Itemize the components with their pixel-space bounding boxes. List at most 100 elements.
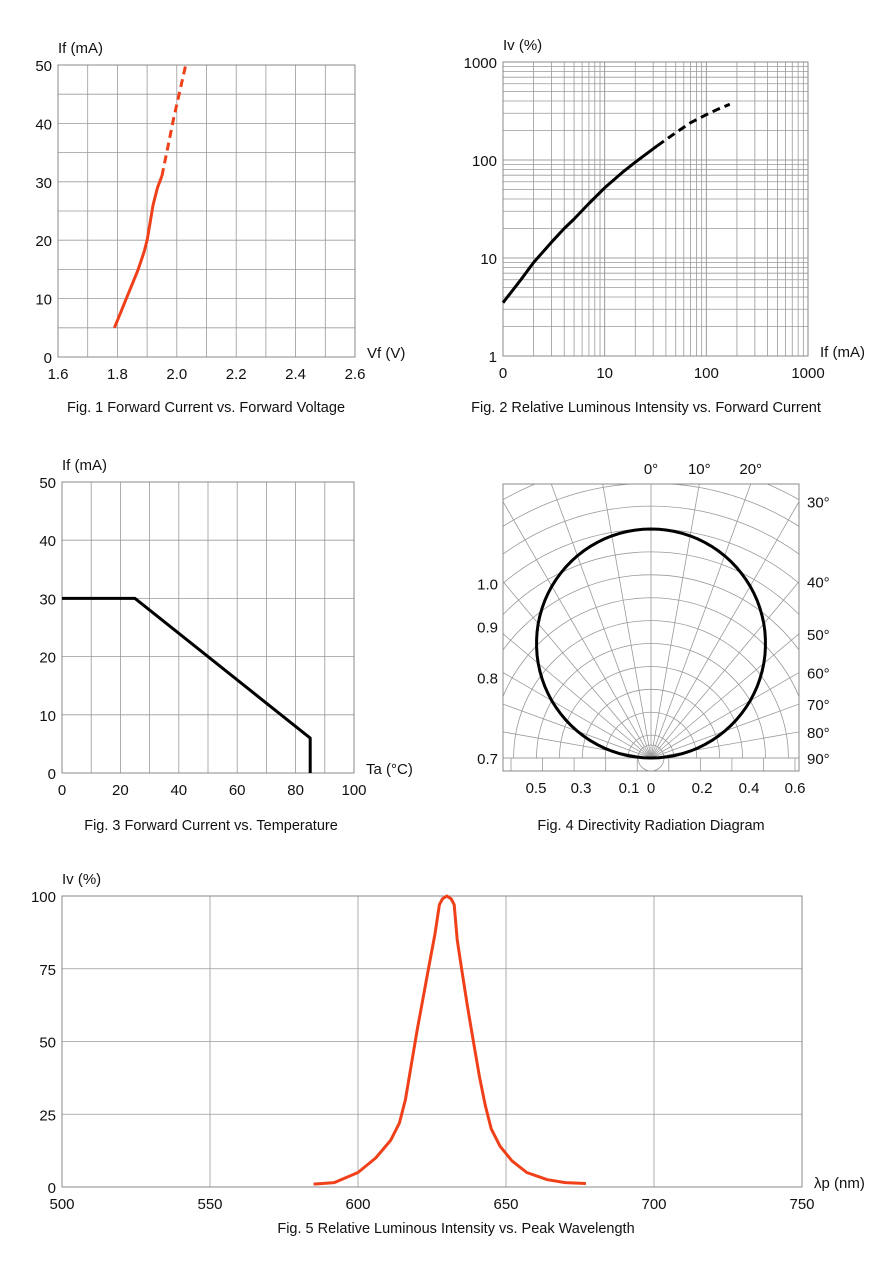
x-tick-label: 700 [641, 1196, 666, 1213]
y-tick-label: 10 [480, 251, 497, 268]
y-axis-label: Iv (%) [503, 37, 542, 54]
x-axis-label: Ta (°C) [366, 761, 413, 778]
y-tick-label: 0 [44, 350, 52, 367]
series-line-solid [501, 144, 659, 304]
radial-label: 1.0 [477, 576, 498, 593]
radial-label: 0.7 [477, 751, 498, 768]
y-tick-label: 25 [39, 1107, 56, 1124]
series-line-solid [113, 175, 164, 329]
plot-frame [502, 483, 800, 772]
polar-radial-line [650, 500, 799, 759]
angle-label: 50° [807, 627, 830, 644]
polar-arc [503, 484, 799, 527]
x-tick-label: 2.0 [166, 366, 187, 383]
x-tick-label: 100 [341, 782, 366, 799]
y-axis-label: Iv (%) [62, 871, 101, 888]
bottom-scale-label: 0 [647, 780, 655, 797]
series-line-dashed [160, 64, 188, 177]
y-tick-label: 1000 [464, 55, 497, 72]
fig1-chart: 1.6 1.8 2.0 2.2 2.4 2.6 0 10 20 30 40 50 If (mA) Vf (… [35, 40, 405, 383]
x-tick-label: 1.6 [48, 366, 69, 383]
bottom-scale-label: 0.3 [571, 780, 592, 797]
y-tick-label: 30 [39, 591, 56, 608]
y-tick-label: 0 [48, 766, 56, 783]
polar-radial-line [650, 731, 799, 759]
y-tick-label: 40 [35, 116, 52, 133]
polar-radial-line [503, 703, 652, 759]
series-line-dashed [656, 102, 731, 147]
polar-radial-line [650, 484, 752, 759]
y-tick-label: 50 [39, 475, 56, 492]
y-tick-label: 10 [39, 708, 56, 725]
bottom-scale-label: 0.2 [692, 780, 713, 797]
series-line-solid [313, 894, 586, 1186]
y-axis-label: If (mA) [62, 457, 107, 474]
plot-frame [57, 64, 356, 358]
radial-label: 0.9 [477, 620, 498, 637]
fig5-caption: Fig. 5 Relative Luminous Intensity vs. P… [277, 1221, 635, 1237]
polar-radial-line [650, 633, 799, 759]
x-tick-label: 60 [229, 782, 246, 799]
y-tick-label: 75 [39, 962, 56, 979]
polar-radial-line [650, 580, 799, 759]
x-tick-label: 550 [197, 1196, 222, 1213]
y-tick-label: 40 [39, 533, 56, 550]
y-tick-label: 100 [31, 889, 56, 906]
x-tick-label: 10 [596, 365, 613, 382]
x-tick-label: 2.4 [285, 366, 306, 383]
x-axis-label: λp (nm) [814, 1175, 865, 1192]
x-tick-label: 20 [112, 782, 129, 799]
x-axis-label: Vf (V) [367, 345, 405, 362]
y-tick-label: 20 [35, 233, 52, 250]
x-tick-label: 1.8 [107, 366, 128, 383]
fig3-caption: Fig. 3 Forward Current vs. Temperature [84, 818, 338, 834]
y-tick-label: 0 [48, 1180, 56, 1197]
fig1-caption: Fig. 1 Forward Current vs. Forward Volta… [66, 400, 346, 416]
y-tick-label: 30 [35, 175, 52, 192]
x-tick-label: 2.6 [345, 366, 366, 383]
x-axis-label: If (mA) [820, 344, 865, 361]
angle-label: 40° [807, 575, 830, 592]
radial-label: 0.8 [477, 670, 498, 687]
bottom-scale-label: 0.5 [526, 780, 547, 797]
y-tick-label: 10 [35, 292, 52, 309]
y-tick-label: 50 [39, 1035, 56, 1052]
fig2-chart: 0 10 100 1000 1 10 100 1000 Iv (%) If (mA) [464, 37, 865, 382]
fig5-chart: 500 550 600 650 700 750 0 25 50 75 100 Iv (%) λp (nm… [31, 871, 865, 1213]
x-tick-label: 40 [170, 782, 187, 799]
radiation-pattern-curve [535, 527, 767, 760]
x-tick-label: 650 [493, 1196, 518, 1213]
x-tick-label: 0 [58, 782, 66, 799]
bottom-scale-label: 0.1 [619, 780, 640, 797]
angle-label: 70° [807, 697, 830, 714]
x-tick-label: 500 [49, 1196, 74, 1213]
polar-radial-line [650, 672, 799, 759]
polar-radial-line [503, 580, 652, 759]
x-tick-label: 80 [287, 782, 304, 799]
polar-grid [503, 484, 799, 771]
polar-radial-line [503, 672, 652, 759]
fig4-chart: 0° 10° 20° 30° 40° 50° 60° 70° 80° 90° 1.0 0.9 0.8 0.… [477, 461, 830, 797]
x-tick-label: 600 [345, 1196, 370, 1213]
x-tick-label: 100 [694, 365, 719, 382]
polar-radial-line [650, 703, 799, 759]
polar-radial-line [650, 484, 700, 759]
y-tick-label: 50 [35, 58, 52, 75]
angle-label: 20° [739, 461, 762, 478]
angle-label: 30° [807, 495, 830, 512]
y-axis-label: If (mA) [58, 40, 103, 57]
bottom-scale-label: 0.4 [739, 780, 760, 797]
fig2-caption: Fig. 2 Relative Luminous Intensity vs. F… [471, 400, 821, 416]
plot-frame [502, 61, 809, 357]
angle-label: 90° [807, 751, 830, 768]
x-tick-label: 2.2 [226, 366, 247, 383]
series-line-solid [62, 596, 312, 773]
angle-label: 10° [688, 461, 711, 478]
fig4-caption: Fig. 4 Directivity Radiation Diagram [537, 818, 765, 834]
angle-label: 0° [644, 461, 658, 478]
fig3-chart: 0 20 40 60 80 100 0 10 20 30 40 50 If (mA) Ta (°C) [39, 457, 413, 799]
angle-label: 60° [807, 666, 830, 683]
angle-label: 80° [807, 725, 830, 742]
polar-radial-line [550, 484, 652, 759]
